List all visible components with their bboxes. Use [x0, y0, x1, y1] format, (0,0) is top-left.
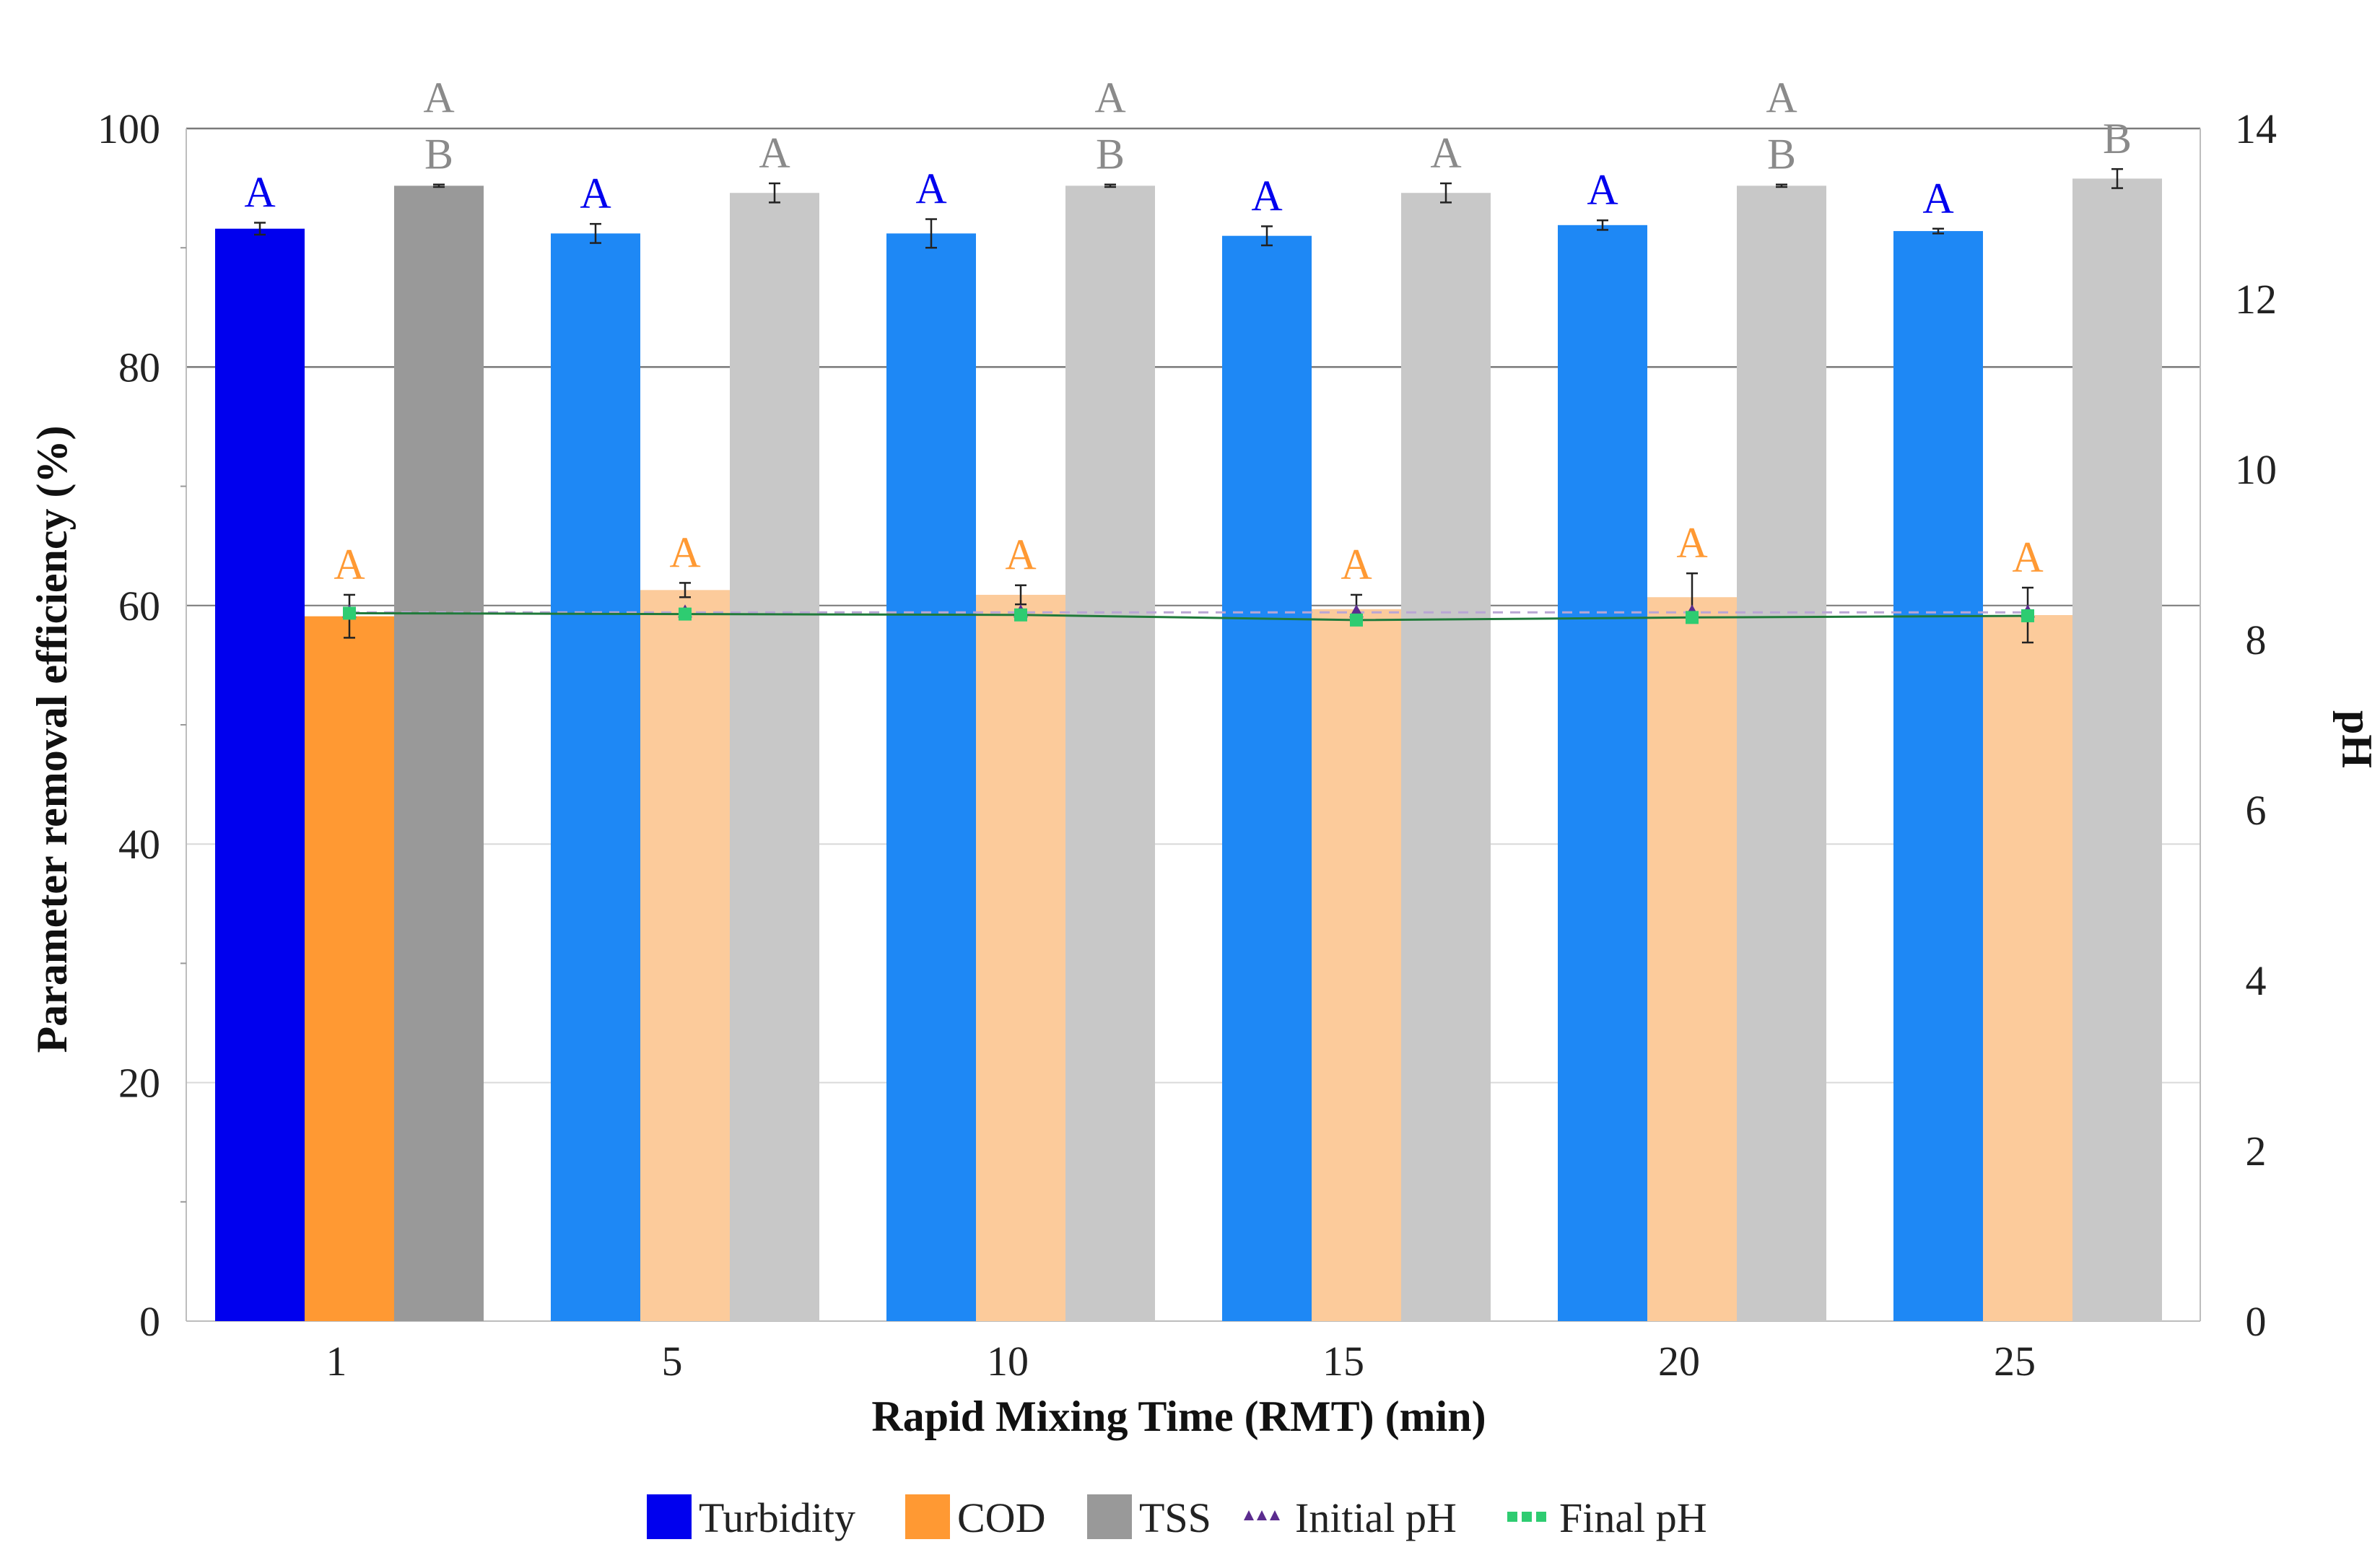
significance-letter: B — [1767, 131, 1796, 178]
legend-swatch — [1536, 1512, 1546, 1522]
legend-swatch — [1087, 1494, 1132, 1539]
marker-final-ph — [2021, 609, 2034, 622]
significance-letter: A — [1676, 519, 1707, 567]
bar-cod — [1647, 597, 1737, 1321]
marker-final-ph — [1686, 611, 1699, 624]
legend-label: Initial pH — [1295, 1494, 1457, 1541]
marker-final-ph — [343, 606, 356, 620]
x-tick-label: 1 — [326, 1338, 347, 1385]
bar-cod — [976, 594, 1065, 1321]
y-axis-title: Parameter removal efficiency (%) — [28, 425, 76, 1053]
significance-letter: A — [1005, 531, 1036, 579]
bar-tss — [730, 193, 819, 1321]
y-tick-label: 40 — [118, 821, 160, 868]
significance-letter: A — [1430, 129, 1461, 177]
significance-letter: A — [1587, 166, 1618, 214]
bar-turbidity — [551, 233, 640, 1322]
significance-letter: B — [1096, 131, 1125, 178]
legend-swatch — [1522, 1512, 1532, 1522]
bar-turbidity — [1558, 225, 1647, 1321]
legend-swatch — [1270, 1510, 1280, 1520]
bar-turbidity — [1222, 235, 1312, 1322]
x-tick-label: 15 — [1322, 1338, 1364, 1385]
bar-cod — [1983, 615, 2072, 1321]
significance-letter: A — [1341, 541, 1372, 588]
significance-letter: A — [2012, 533, 2043, 581]
legend-label: Turbidity — [699, 1494, 855, 1541]
significance-letter: A — [1766, 74, 1797, 122]
x-tick-label: 10 — [987, 1338, 1029, 1385]
significance-letter: A — [244, 169, 275, 217]
y-tick-label: 0 — [139, 1298, 160, 1345]
marker-final-ph — [1350, 613, 1363, 627]
legend-swatch — [1257, 1510, 1267, 1520]
legend-swatch — [905, 1494, 950, 1539]
bar-turbidity — [886, 233, 976, 1322]
bar-tss — [1065, 186, 1155, 1321]
y2-tick-label: 2 — [2246, 1128, 2267, 1175]
legend-swatch — [1507, 1512, 1517, 1522]
y2-tick-label: 12 — [2235, 276, 2277, 323]
y-tick-label: 100 — [97, 105, 160, 152]
significance-letter: A — [759, 129, 790, 177]
bar-cod — [305, 616, 394, 1321]
x-tick-label: 5 — [662, 1338, 683, 1385]
bar-tss — [394, 186, 484, 1321]
significance-letter: A — [334, 541, 365, 588]
x-axis-title: Rapid Mixing Time (RMT) (min) — [871, 1393, 1486, 1440]
y2-tick-label: 10 — [2235, 446, 2277, 493]
y2-axis-title: pH — [2333, 710, 2380, 768]
significance-letter: A — [423, 74, 454, 122]
y2-tick-label: 0 — [2246, 1298, 2267, 1345]
significance-letter: A — [1251, 172, 1282, 219]
y2-tick-label: 14 — [2235, 105, 2277, 152]
bar-tss — [1401, 193, 1491, 1321]
bar-tss — [2072, 178, 2162, 1321]
bar-turbidity — [215, 228, 305, 1321]
marker-final-ph — [679, 607, 692, 621]
bar-cod — [1312, 609, 1401, 1321]
y-tick-label: 60 — [118, 583, 160, 630]
significance-letter: A — [580, 170, 611, 217]
y2-tick-label: 4 — [2246, 957, 2267, 1004]
y-tick-label: 20 — [118, 1060, 160, 1107]
y2-tick-label: 6 — [2246, 787, 2267, 834]
legend-label: COD — [957, 1494, 1045, 1541]
legend-label: TSS — [1139, 1494, 1211, 1541]
x-tick-label: 25 — [1994, 1338, 2036, 1385]
y-tick-label: 80 — [118, 344, 160, 391]
legend-swatch — [647, 1494, 692, 1539]
x-tick-label: 20 — [1658, 1338, 1700, 1385]
y2-tick-label: 8 — [2246, 617, 2267, 663]
significance-letter: A — [1922, 175, 1953, 222]
significance-letter: A — [669, 528, 700, 576]
bar-turbidity — [1893, 231, 1983, 1321]
bar-tss — [1737, 186, 1826, 1321]
significance-letter: A — [915, 165, 946, 213]
significance-letter: B — [2103, 115, 2132, 162]
marker-final-ph — [1014, 608, 1027, 622]
legend-swatch — [1244, 1510, 1254, 1520]
bar-cod — [640, 590, 730, 1321]
significance-letter: B — [424, 131, 453, 178]
series-line-final-ph — [349, 611, 2028, 622]
legend-label: Final pH — [1559, 1494, 1707, 1541]
significance-letter: A — [1094, 74, 1125, 122]
